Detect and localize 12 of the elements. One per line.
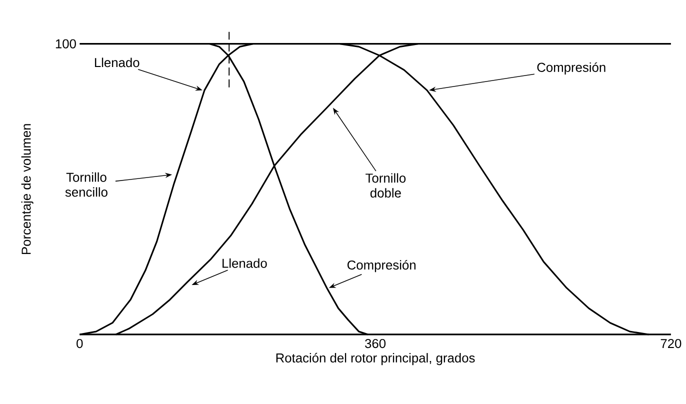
- annotation: Tornillo sencillo: [65, 172, 108, 197]
- text: 100: [56, 39, 76, 48]
- annotation: Llenado: [222, 258, 267, 268]
- x-tick-label: 720: [660, 338, 682, 348]
- annotation: Llenado: [94, 58, 140, 68]
- x-axis-title: Rotación del rotor principal, grados: [276, 352, 475, 365]
- annotation: Compresión: [537, 62, 606, 74]
- y-axis-title: Porcentaje de volumen: [21, 124, 34, 254]
- annotation: Compresión: [347, 260, 416, 272]
- annotation: Tornillo doble: [366, 173, 406, 198]
- x-tick-label: 360: [365, 338, 386, 348]
- x-tick-label: 0: [76, 338, 83, 348]
